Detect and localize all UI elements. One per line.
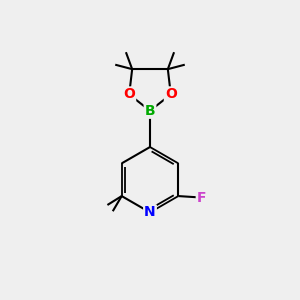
Text: F: F [197,190,206,205]
Text: N: N [144,206,156,219]
Text: O: O [165,87,177,101]
Text: O: O [123,87,135,101]
Text: B: B [145,104,155,118]
